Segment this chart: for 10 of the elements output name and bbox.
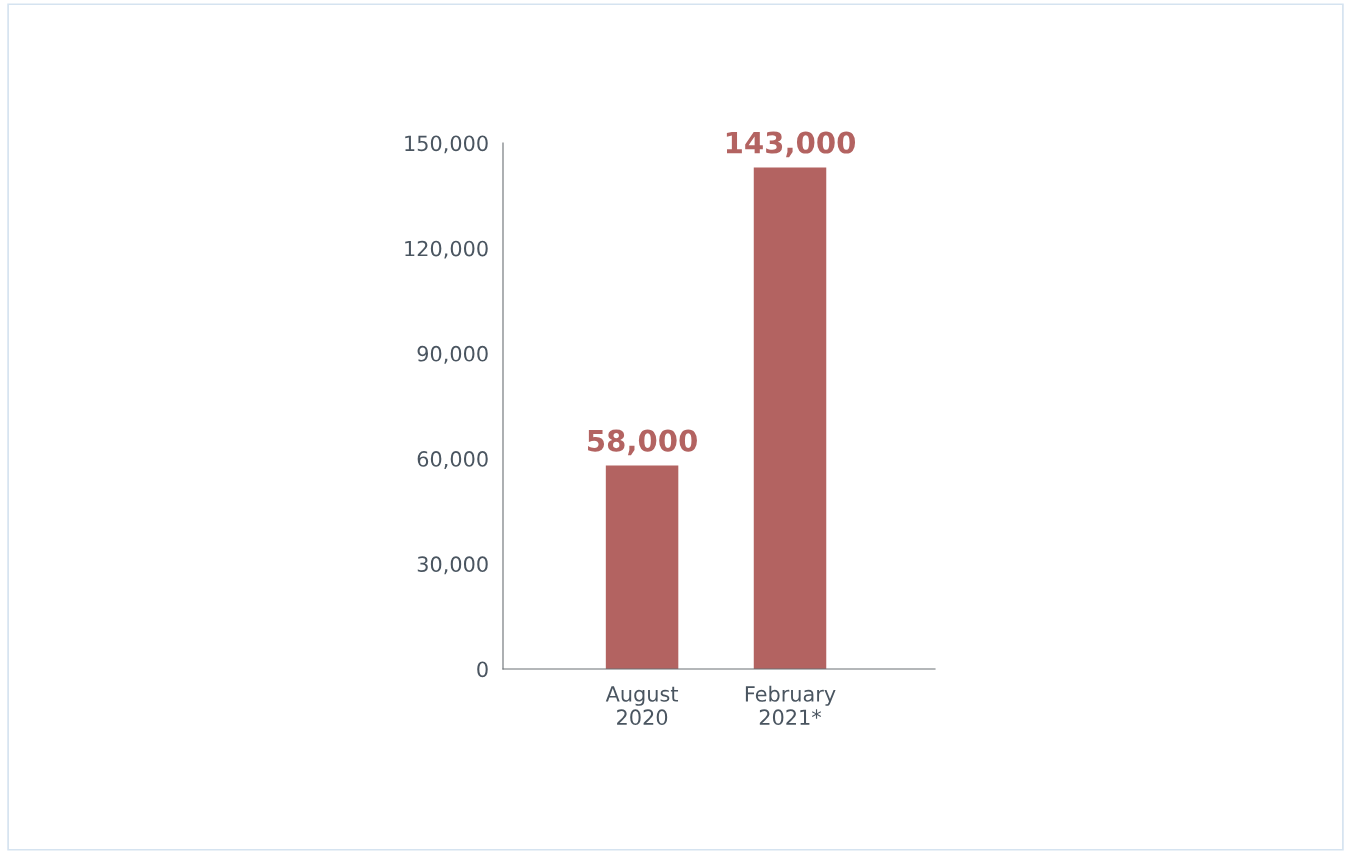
y-tick-label: 60,000 (417, 451, 488, 469)
y-tick-label: 120,000 (405, 240, 488, 259)
x-tick-label: August 2020 (605, 686, 679, 726)
data-label: 58,000 (588, 429, 697, 456)
data-label: 143,000 (726, 131, 856, 158)
y-tick-label: 0 (477, 661, 488, 678)
y-tick-label: 150,000 (405, 135, 488, 154)
y-tick-label: 90,000 (417, 345, 488, 364)
y-tick-label: 30,000 (417, 556, 488, 575)
x-tick-label: February 2021* (745, 685, 836, 726)
